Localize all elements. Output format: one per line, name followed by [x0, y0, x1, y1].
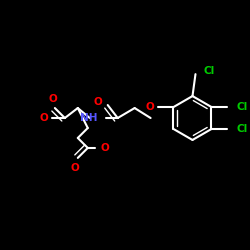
Text: O: O [146, 102, 154, 112]
Text: Cl: Cl [236, 102, 248, 112]
Text: NH: NH [80, 113, 98, 123]
Text: Cl: Cl [236, 124, 248, 134]
Text: O: O [70, 163, 79, 173]
Text: Cl: Cl [204, 66, 215, 76]
Text: O: O [48, 94, 57, 104]
Text: O: O [94, 97, 103, 107]
Text: O: O [39, 113, 48, 123]
Text: O: O [101, 143, 110, 153]
